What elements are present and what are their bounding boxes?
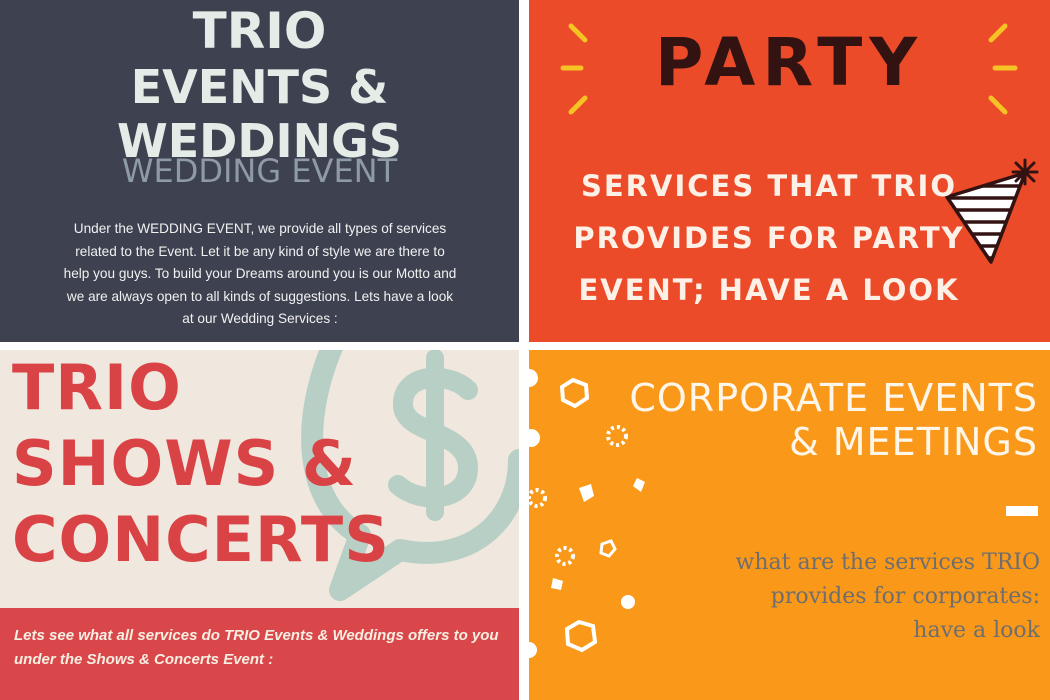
shows-title-line: SHOWS & bbox=[12, 427, 357, 500]
party-graphics bbox=[560, 23, 1039, 264]
wedding-description-line: Under the WEDDING EVENT, we provide all … bbox=[73, 221, 447, 236]
corporate-subtitle-line: provides for corporates: bbox=[770, 584, 1040, 609]
shows-title-line: TRIO bbox=[12, 351, 182, 424]
corporate-title-line: & MEETINGS bbox=[789, 420, 1038, 464]
shows-info-band: Lets see what all services do TRIO Event… bbox=[0, 608, 519, 700]
shows-title: TRIO SHOWS & CONCERTS bbox=[12, 350, 390, 578]
party-tagline-line: PROVIDES FOR PARTY bbox=[573, 221, 965, 255]
shows-info-line: Lets see what all services do TRIO Event… bbox=[14, 627, 499, 644]
dollar-speech-bubble-icon bbox=[301, 350, 519, 601]
corporate-subtitle-line: have a look bbox=[913, 618, 1040, 643]
shows-info-text: Lets see what all services do TRIO Event… bbox=[14, 624, 509, 672]
wedding-panel: TRIO EVENTS & WEDDINGS WEDDING EVENT Und… bbox=[0, 0, 519, 342]
wedding-description-line: at our Wedding Services : bbox=[182, 311, 338, 326]
corporate-panel: CORPORATE EVENTS & MEETINGS what are the… bbox=[529, 350, 1050, 700]
confetti-shapes-icon bbox=[529, 369, 1038, 658]
wedding-subtitle: WEDDING EVENT bbox=[121, 152, 398, 190]
party-panel: PARTY SERVICES THAT TRIO PROVIDES FOR PA… bbox=[529, 0, 1050, 342]
party-tagline: SERVICES THAT TRIO PROVIDES FOR PARTY EV… bbox=[569, 160, 969, 316]
corporate-subtitle: what are the services TRIO provides for … bbox=[736, 546, 1041, 648]
wedding-description-line: we are always open to all kinds of sugge… bbox=[66, 288, 454, 304]
party-tagline-line: EVENT; HAVE A LOOK bbox=[578, 273, 960, 307]
wedding-description: Under the WEDDING EVENT, we provide all … bbox=[52, 218, 468, 331]
party-title: PARTY bbox=[654, 24, 925, 101]
corporate-subtitle-line: what are the services TRIO bbox=[735, 550, 1041, 575]
shows-title-line: CONCERTS bbox=[12, 503, 390, 576]
corporate-title-line: CORPORATE EVENTS bbox=[629, 376, 1038, 420]
sparkle-lines-icon bbox=[560, 23, 1018, 115]
shows-panel: TRIO SHOWS & CONCERTS Lets see what all … bbox=[0, 350, 519, 700]
wedding-description-line: help you guys. To build your Dreams arou… bbox=[63, 266, 457, 281]
wedding-title-line2: EVENTS & WEDDINGS bbox=[116, 60, 403, 168]
wedding-title-line1: TRIO bbox=[192, 2, 327, 60]
wedding-description-line: related to the Event. Let it be any kind… bbox=[75, 243, 445, 259]
party-tagline-line: SERVICES THAT TRIO bbox=[580, 169, 957, 203]
corporate-title: CORPORATE EVENTS & MEETINGS bbox=[629, 376, 1038, 464]
shows-info-line: under the Shows & Concerts Event : bbox=[14, 651, 274, 668]
